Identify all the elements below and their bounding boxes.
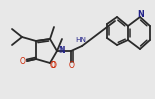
Text: N: N bbox=[58, 46, 64, 55]
Text: HN: HN bbox=[75, 37, 86, 43]
Text: O: O bbox=[69, 60, 75, 69]
Text: O: O bbox=[20, 58, 26, 67]
Text: N: N bbox=[59, 46, 65, 55]
Text: N: N bbox=[138, 10, 144, 19]
Text: O: O bbox=[50, 60, 56, 69]
Text: O: O bbox=[51, 60, 57, 69]
